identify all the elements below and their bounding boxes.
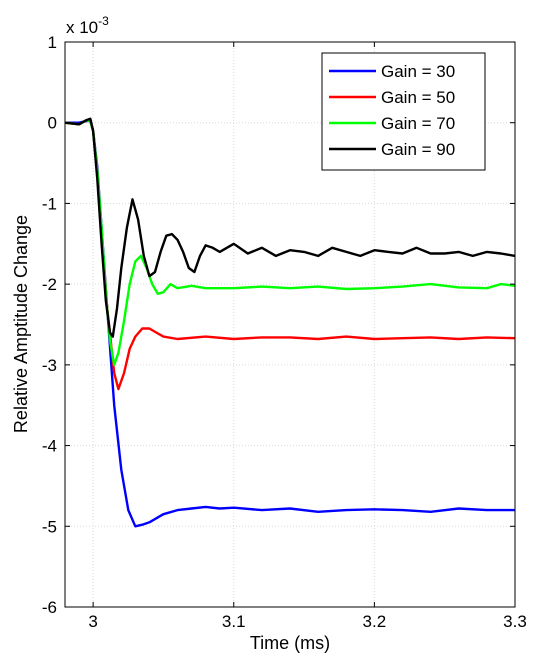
y-exponent: -3 — [98, 14, 109, 28]
series-line — [64, 117, 516, 338]
y-multiplier: x 10-3 — [66, 14, 109, 37]
x-tick-label: 3 — [88, 612, 97, 631]
y-tick-label: -6 — [42, 598, 57, 617]
y-tick-label: -5 — [42, 517, 57, 536]
y-tick-label: -2 — [42, 275, 57, 294]
y-tick-label: -3 — [42, 356, 57, 375]
y-tick-label: 0 — [48, 114, 57, 133]
y-axis-label: Relative Amptitude Change — [11, 215, 31, 433]
legend-entry: Gain = 30 — [381, 62, 455, 81]
legend: Gain = 30 Gain = 50 Gain = 70 Gain = 90 — [321, 52, 486, 171]
y-tick-label: -4 — [42, 437, 57, 456]
x-axis-label: Time (ms) — [250, 633, 330, 653]
plot-frame — [64, 41, 516, 608]
series-lines — [64, 117, 516, 528]
x-tick-label: 3.1 — [222, 612, 246, 631]
grid-lines — [65, 42, 515, 607]
axis-ticks — [65, 41, 516, 608]
legend-entry: Gain = 90 — [381, 140, 455, 159]
legend-entry: Gain = 50 — [381, 88, 455, 107]
y-tick-label: 1 — [48, 33, 57, 52]
y-tick-label: -1 — [42, 194, 57, 213]
x-tick-label: 3.2 — [363, 612, 387, 631]
legend-entry: Gain = 70 — [381, 114, 455, 133]
tick-labels: 3 3.1 3.2 3.3 1 0 -1 -2 -3 -4 -5 -6 — [42, 33, 527, 631]
x-tick-label: 3.3 — [503, 612, 527, 631]
legend-box — [321, 52, 486, 171]
